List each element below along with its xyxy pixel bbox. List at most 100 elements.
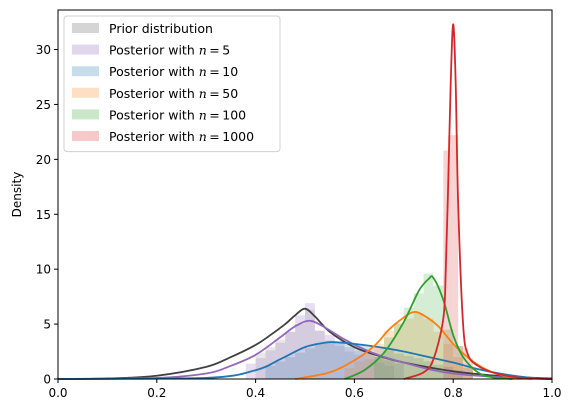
hist-bar-series-1 bbox=[314, 330, 325, 379]
hist-bar-series-5 bbox=[458, 346, 464, 379]
hist-bar-series-2 bbox=[423, 361, 434, 379]
y-tick-label: 25 bbox=[36, 98, 51, 112]
hist-bar-series-1 bbox=[324, 335, 335, 379]
hist-bar-series-2 bbox=[413, 358, 424, 379]
hist-bar-series-4 bbox=[393, 324, 404, 379]
legend-label: Posterior with n = 100 bbox=[109, 107, 246, 122]
legend-label: Posterior with n = 50 bbox=[109, 86, 238, 101]
plot-frame bbox=[57, 9, 553, 380]
legend-box bbox=[63, 15, 281, 153]
hist-bar-series-3 bbox=[403, 318, 414, 379]
legend-swatch bbox=[72, 131, 99, 141]
hist-bar-series-2 bbox=[275, 361, 286, 379]
hist-bar-series-0 bbox=[285, 331, 296, 379]
y-tick-label: 20 bbox=[36, 153, 51, 167]
y-tick-label: 0 bbox=[43, 373, 51, 387]
hist-bar-series-2 bbox=[384, 350, 394, 379]
x-axis-ticks: 0.0 0.2 0.4 0.6 0.8 1.0 bbox=[48, 379, 562, 400]
density-curves bbox=[57, 23, 553, 380]
hist-bar-series-0 bbox=[334, 346, 345, 379]
hist-bar-series-3 bbox=[413, 313, 424, 379]
hist-bar-series-0 bbox=[255, 352, 266, 379]
hist-bar-series-0 bbox=[384, 365, 394, 379]
hist-bar-series-2 bbox=[305, 348, 315, 379]
y-axis-label: Density bbox=[10, 172, 24, 218]
legend-label: Posterior with n = 5 bbox=[109, 43, 230, 58]
hist-bar-series-0 bbox=[295, 324, 305, 379]
legend-swatch bbox=[72, 87, 99, 98]
hist-bar-series-1 bbox=[334, 342, 345, 379]
hist-bar-series-1 bbox=[305, 303, 315, 379]
hist-bar-series-1 bbox=[384, 360, 394, 379]
hist-bar-series-2 bbox=[265, 365, 276, 379]
hist-bar-series-2 bbox=[344, 342, 355, 379]
hist-bar-series-5 bbox=[463, 348, 469, 379]
hist-bar-series-5 bbox=[453, 135, 459, 379]
hist-bar-series-3 bbox=[344, 368, 355, 379]
y-tick-label: 30 bbox=[36, 43, 51, 57]
density-curve-series-1 bbox=[57, 319, 553, 380]
hist-bar-series-2 bbox=[295, 352, 305, 379]
hist-bar-series-4 bbox=[453, 346, 464, 379]
hist-bar-series-4 bbox=[374, 357, 385, 379]
hist-bar-series-2 bbox=[374, 348, 385, 379]
hist-bar-series-2 bbox=[324, 340, 335, 379]
hist-bar-series-0 bbox=[265, 347, 276, 379]
hist-bar-series-4 bbox=[413, 293, 424, 379]
legend-label: Posterior with n = 1000 bbox=[109, 129, 254, 144]
hist-bar-series-0 bbox=[305, 309, 315, 379]
hist-bar-series-0 bbox=[354, 354, 365, 379]
x-tick-label: 0.4 bbox=[246, 386, 265, 400]
hist-bar-series-0 bbox=[364, 359, 375, 379]
y-axis-ticks: 0 5 10 15 20 25 30 bbox=[36, 43, 58, 387]
x-tick-label: 1.0 bbox=[542, 386, 561, 400]
hist-bar-series-0 bbox=[344, 351, 355, 379]
hist-bar-series-3 bbox=[374, 343, 385, 379]
x-tick-label: 0.6 bbox=[345, 386, 364, 400]
legend-swatch bbox=[72, 44, 99, 55]
legend-label: Prior distribution bbox=[109, 21, 213, 36]
hist-bar-series-1 bbox=[295, 315, 305, 379]
hist-bar-series-3 bbox=[453, 357, 464, 379]
hist-bar-series-5 bbox=[448, 135, 454, 379]
legend-swatch bbox=[72, 109, 99, 120]
x-tick-label: 0.8 bbox=[444, 386, 463, 400]
hist-bar-series-2 bbox=[393, 353, 404, 379]
y-tick-label: 10 bbox=[36, 263, 51, 277]
hist-bar-series-3 bbox=[423, 318, 434, 379]
density-curve-series-5 bbox=[403, 23, 553, 380]
hist-bar-series-2 bbox=[354, 343, 365, 379]
hist-bar-series-4 bbox=[433, 285, 444, 379]
legend-swatch bbox=[72, 66, 99, 77]
hist-bar-series-4 bbox=[443, 329, 454, 379]
y-tick-label: 5 bbox=[43, 318, 51, 332]
hist-bar-series-0 bbox=[374, 362, 385, 379]
x-tick-label: 0.0 bbox=[48, 386, 67, 400]
hist-bar-series-0 bbox=[324, 341, 335, 379]
hist-bar-series-2 bbox=[314, 343, 325, 379]
hist-bar-series-3 bbox=[433, 331, 444, 379]
legend: Prior distribution Posterior with n = 5 Po… bbox=[63, 15, 281, 153]
hist-bar-series-4 bbox=[403, 307, 414, 379]
hist-bar-series-0 bbox=[314, 330, 325, 379]
x-tick-label: 0.2 bbox=[147, 386, 166, 400]
hist-bar-series-2 bbox=[285, 357, 296, 379]
legend-label: Posterior with n = 10 bbox=[109, 64, 238, 79]
legend-swatch bbox=[72, 23, 99, 33]
hist-bar-series-1 bbox=[393, 363, 404, 380]
hist-bar-series-3 bbox=[384, 330, 394, 379]
hist-bar-series-5 bbox=[468, 358, 473, 379]
hist-bar-series-1 bbox=[354, 350, 365, 379]
hist-bar-series-2 bbox=[334, 341, 345, 379]
y-tick-label: 15 bbox=[36, 208, 51, 222]
hist-bar-series-1 bbox=[374, 357, 385, 379]
hist-bar-series-2 bbox=[364, 346, 375, 379]
hist-bar-series-2 bbox=[403, 355, 414, 379]
hist-bar-series-4 bbox=[423, 273, 434, 379]
hist-bar-series-1 bbox=[285, 331, 296, 379]
hist-bar-series-3 bbox=[354, 361, 365, 379]
hist-bar-series-1 bbox=[275, 342, 286, 379]
density-curve-series-4 bbox=[344, 275, 513, 380]
